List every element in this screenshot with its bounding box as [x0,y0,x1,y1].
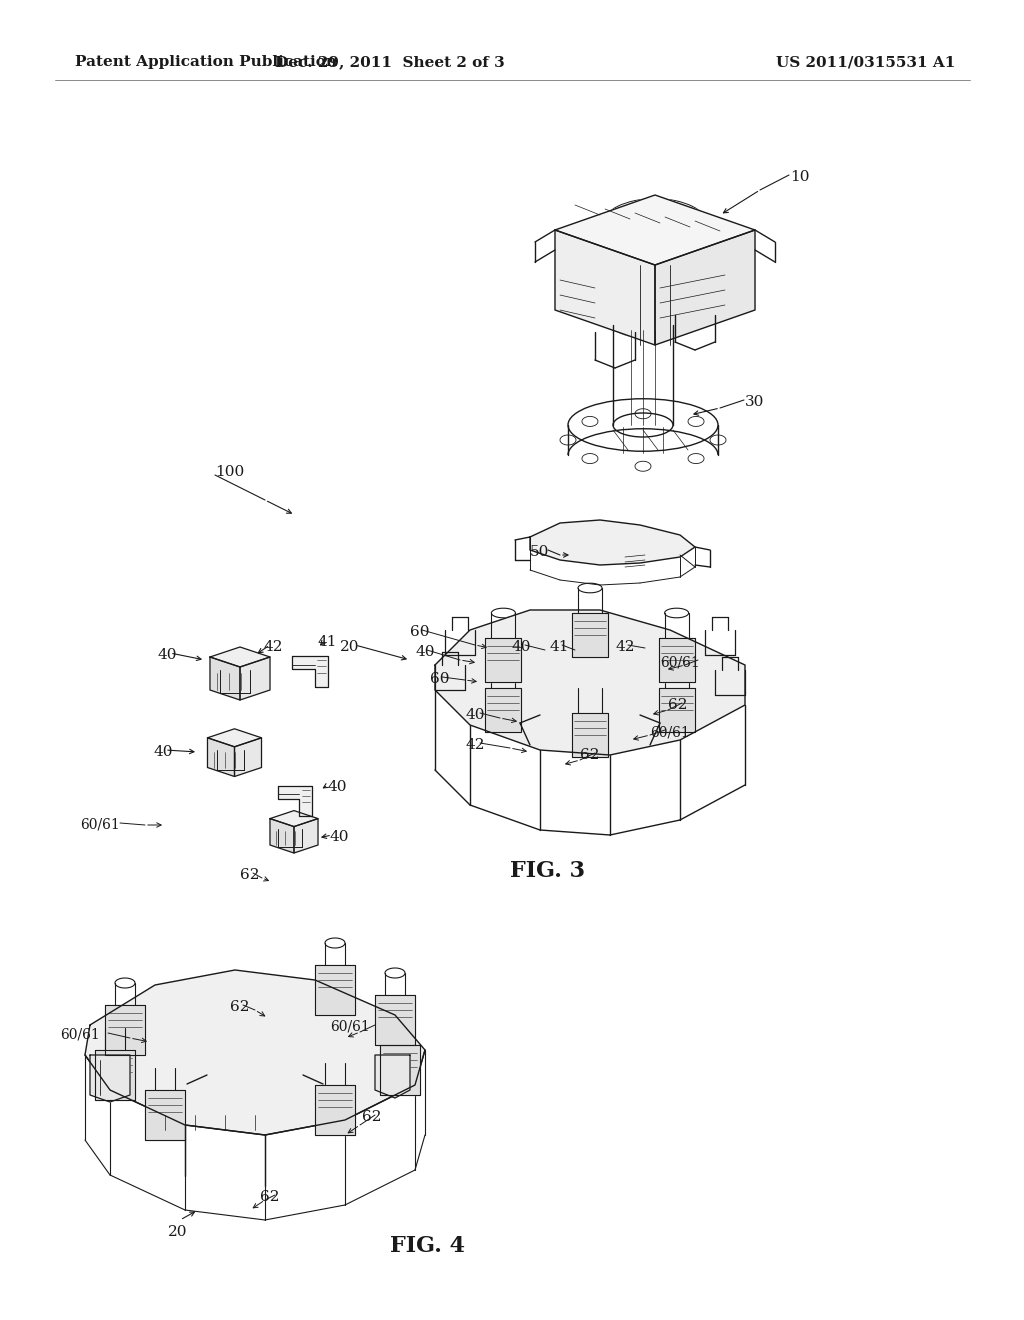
Polygon shape [380,1045,420,1096]
Text: 40: 40 [465,708,484,722]
Polygon shape [485,638,521,682]
Polygon shape [240,657,270,700]
Polygon shape [555,230,655,345]
Polygon shape [208,729,261,747]
Polygon shape [95,1049,135,1100]
Text: FIG. 3: FIG. 3 [510,861,585,882]
Text: 62: 62 [580,748,599,762]
Polygon shape [485,688,521,733]
Text: 40: 40 [415,645,434,659]
Polygon shape [292,656,328,686]
Polygon shape [210,647,270,667]
Text: 40: 40 [158,648,177,663]
Text: 10: 10 [790,170,810,183]
Text: FIG. 4: FIG. 4 [390,1236,465,1257]
Text: 62: 62 [668,698,687,711]
Polygon shape [210,657,240,700]
Polygon shape [85,970,425,1135]
Text: 60: 60 [430,672,450,686]
Text: 40: 40 [153,744,172,759]
Text: US 2011/0315531 A1: US 2011/0315531 A1 [775,55,955,69]
Text: 60/61: 60/61 [60,1028,99,1041]
Text: 60/61: 60/61 [660,655,699,669]
Text: 40: 40 [330,830,349,843]
Text: 62: 62 [240,869,259,882]
Text: 30: 30 [745,395,764,409]
Polygon shape [270,818,294,853]
Polygon shape [278,785,312,816]
Polygon shape [658,638,694,682]
Text: 20: 20 [340,640,359,653]
Polygon shape [315,965,355,1015]
Polygon shape [658,688,694,733]
Text: Dec. 29, 2011  Sheet 2 of 3: Dec. 29, 2011 Sheet 2 of 3 [275,55,505,69]
Text: 100: 100 [215,465,245,479]
Polygon shape [270,810,318,826]
Text: 42: 42 [263,640,283,653]
Polygon shape [294,818,318,853]
Text: 62: 62 [230,1001,250,1014]
Text: 42: 42 [465,738,484,752]
Polygon shape [530,520,695,565]
Polygon shape [375,995,415,1045]
Text: 41: 41 [318,635,338,649]
Polygon shape [208,738,234,776]
Text: 60/61: 60/61 [650,725,690,739]
Polygon shape [655,230,755,345]
Text: 62: 62 [362,1110,382,1125]
Text: 62: 62 [260,1191,280,1204]
Polygon shape [145,1090,185,1140]
Text: 40: 40 [512,640,531,653]
Polygon shape [572,713,608,756]
Text: 41: 41 [550,640,569,653]
Text: Patent Application Publication: Patent Application Publication [75,55,337,69]
Polygon shape [555,195,755,265]
Text: 60: 60 [410,624,429,639]
Polygon shape [435,610,745,755]
Text: 40: 40 [328,780,347,795]
Polygon shape [105,1005,145,1055]
Polygon shape [90,1055,130,1102]
Text: 60/61: 60/61 [80,818,120,832]
Text: 20: 20 [168,1225,187,1239]
Polygon shape [315,1085,355,1135]
Text: 60/61: 60/61 [330,1020,370,1034]
Polygon shape [375,1055,410,1098]
Polygon shape [234,738,261,776]
Polygon shape [572,612,608,657]
Text: 50: 50 [530,545,549,558]
Text: 42: 42 [615,640,635,653]
